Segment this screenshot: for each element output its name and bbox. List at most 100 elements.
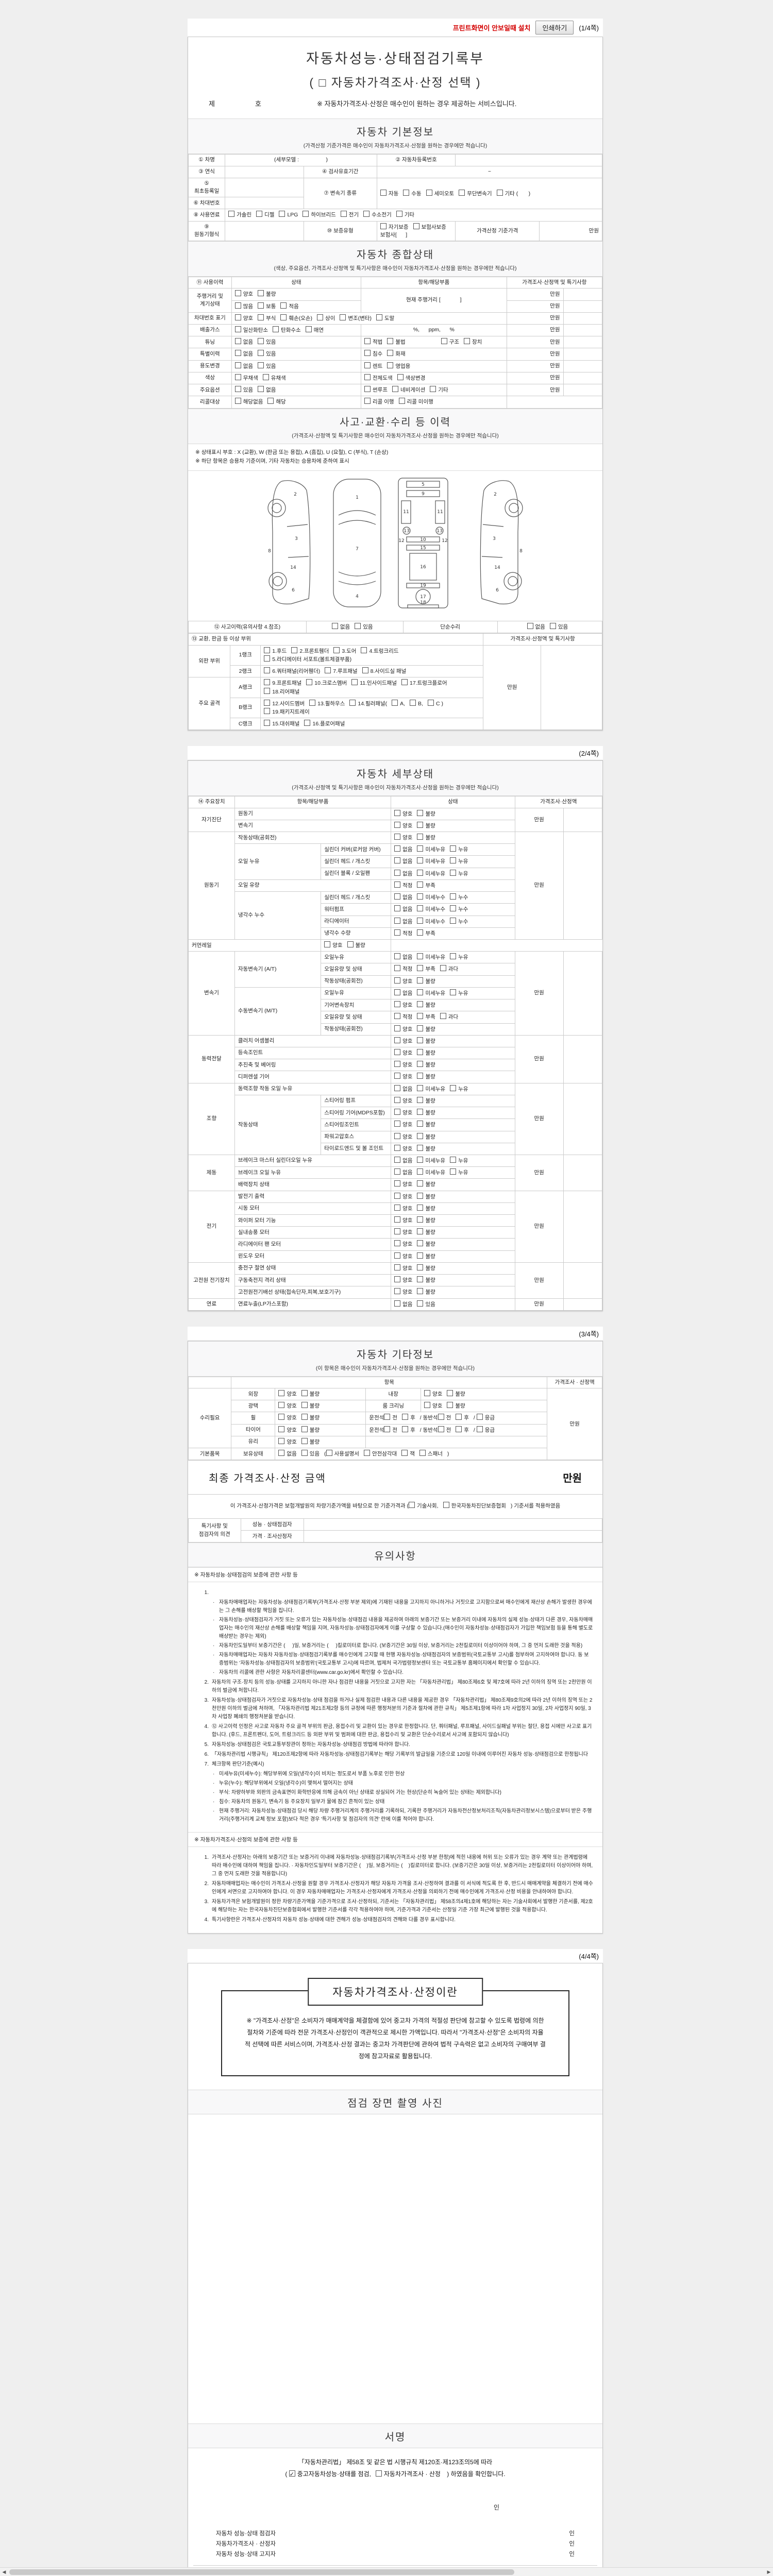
checkbox-label: 적정 bbox=[402, 882, 413, 889]
notice-item: 4. ⑫ 사고이력 인정은 사고로 자동차 주요 골격 부위의 판금, 용접수리 … bbox=[197, 1723, 593, 1739]
notice-item-text: 가격조사·산정자는 아래의 보증기간 또는 보증거리 이내에 자동차성능·상태점… bbox=[212, 1855, 593, 1877]
label-cell: ⑭ 주요장치 bbox=[188, 796, 235, 808]
checkbox-label: 보통 bbox=[266, 303, 276, 310]
checkbox-option: 중고자동차성능·상태를 점검, bbox=[289, 2468, 371, 2480]
label-cell: 외판 부위 bbox=[188, 645, 231, 678]
final-price-row: 최종 가격조사·산정 금액 만원 bbox=[188, 1460, 602, 1495]
checkbox-option: 불량 bbox=[301, 1437, 320, 1446]
checkbox-label: 적법 bbox=[373, 339, 383, 346]
diagram-part-number: 13 bbox=[436, 529, 442, 534]
section-title: 점검 장면 촬영 사진 bbox=[347, 2098, 443, 2110]
checkbox-label: 양호 bbox=[402, 1133, 413, 1140]
value-cell bbox=[563, 360, 603, 372]
checkbox-option: 해당없음 bbox=[234, 398, 263, 406]
print-install-link[interactable]: 프린트화면이 안보일때 설치 bbox=[452, 24, 531, 32]
checkbox-icon bbox=[450, 1168, 457, 1175]
page-3: 자동차 기타정보 (이 항목은 매수인이 자동차가격조사·산정을 원하는 경우에… bbox=[188, 1340, 603, 1934]
text: / bbox=[473, 1427, 477, 1433]
checkbox-label: 누유 bbox=[458, 858, 468, 865]
checkbox-label: 가솔린 bbox=[237, 212, 252, 218]
value-cell: 양호 불량 bbox=[391, 807, 515, 820]
table-row: B랭크 12.사이드멤버 13.휠하우스 14.필러패널(A, B, C ) 19.패키지트… bbox=[189, 697, 602, 719]
checkbox-option: 불법 bbox=[387, 338, 406, 346]
value-cell bbox=[506, 396, 603, 409]
checkbox-label: 기술사회, bbox=[417, 1503, 439, 1510]
section-title: 자동차 기본정보 bbox=[356, 127, 434, 138]
print-button[interactable]: 인쇄하기 bbox=[535, 21, 574, 35]
table-row: 기어변속장치 양호 불량 bbox=[189, 999, 602, 1012]
checkbox-icon bbox=[394, 1025, 401, 1031]
checkbox-icon bbox=[424, 1402, 431, 1409]
checkbox-label: 양호 bbox=[402, 1193, 413, 1200]
checkbox-label: 불량 bbox=[266, 291, 276, 298]
value-cell bbox=[563, 1035, 603, 1083]
checkbox-icon bbox=[394, 834, 401, 840]
inspector-opinion-table: 특기사항 및 점검자의 의견 성능 · 상태점검자 가격 · 조사산정자 bbox=[188, 1518, 603, 1543]
checkbox-icon bbox=[496, 189, 503, 196]
status-code-note-2: ※ 하단 항목은 승용차 기준이며, 기타 자동차는 승용차에 준하여 표시 bbox=[195, 458, 349, 465]
value-cell: 썬루프 네비게이션 기타 bbox=[361, 384, 507, 397]
checkbox-label: 있음 bbox=[309, 1451, 320, 1458]
checkbox-option: 양호 bbox=[394, 1252, 412, 1261]
checkbox-option: 없음 bbox=[394, 1300, 412, 1309]
checkbox-label: 과다 bbox=[448, 1014, 459, 1021]
scroll-right-icon[interactable]: ▶ bbox=[767, 2569, 771, 2574]
checkbox-icon bbox=[301, 1426, 308, 1432]
value-cell: 적정 부족 bbox=[391, 927, 515, 940]
checkbox-option: 후 bbox=[402, 1426, 415, 1434]
checkbox-icon bbox=[362, 667, 368, 674]
checkbox-label: 부족 bbox=[425, 882, 435, 889]
checkbox-label: 상이 bbox=[325, 315, 335, 321]
checkbox-icon bbox=[409, 1502, 415, 1509]
table-row: 동력전달 클러치 어셈블리 양호 불량 만원 bbox=[188, 1035, 603, 1083]
checkbox-icon bbox=[417, 953, 424, 960]
checkbox-option: 없음 bbox=[258, 386, 276, 394]
scroll-left-icon[interactable]: ◀ bbox=[2, 2569, 6, 2574]
checkbox-option: 5.라디에이터 서포트(볼트체결부품) bbox=[264, 655, 351, 664]
checkbox-label: 2.프론트휀더 bbox=[299, 648, 329, 654]
checkbox-icon bbox=[394, 1121, 401, 1127]
checkbox-label: 미세누유 bbox=[425, 846, 446, 853]
notice-item-number: 7. bbox=[204, 1761, 209, 1768]
scrollbar-thumb[interactable] bbox=[9, 2569, 514, 2575]
checkbox-option: 누유 bbox=[450, 989, 468, 997]
checkbox-option: 불량 bbox=[417, 1144, 435, 1153]
checkbox-icon bbox=[396, 211, 402, 217]
checkbox-icon bbox=[417, 905, 424, 912]
notice-item: 3. 자동차성능·상태점검자가 거짓으로 자동차성능·상태 점검을 하거나 실제 … bbox=[197, 1697, 593, 1721]
checkbox-icon bbox=[394, 929, 401, 936]
checkbox-label: 9.프론트패널 bbox=[272, 680, 302, 687]
label-cell: 배출가스 bbox=[188, 324, 232, 337]
value-cell bbox=[225, 166, 304, 178]
value-cell: 양호 불량 bbox=[391, 1142, 515, 1155]
checkbox-option: 구조 bbox=[441, 338, 459, 346]
checkbox-option: 안전삼각대 bbox=[363, 1450, 397, 1458]
section-etc-info: 자동차 기타정보 (이 항목은 매수인이 자동차가격조사·산정을 원하는 경우에… bbox=[188, 1341, 602, 1377]
checkbox-label: 과다 bbox=[448, 966, 459, 973]
signer-row: 자동차가격조사 · 산정자 인 bbox=[216, 2539, 575, 2548]
checkbox-icon bbox=[417, 1216, 424, 1223]
checkbox-icon bbox=[417, 1156, 424, 1163]
price-unit-cell: 만원 bbox=[506, 371, 564, 385]
bullet-icon: · bbox=[213, 1799, 215, 1805]
checkbox-option: 부족 bbox=[417, 1013, 435, 1021]
table-row: 제동 브레이크 마스터 실린더오일 누유 없음 미세누유 누유 만원 bbox=[188, 1154, 603, 1191]
checkbox-label: 16.플로어패널 bbox=[312, 721, 345, 727]
checkbox-icon bbox=[264, 687, 271, 694]
value-cell: 기어변속장치 bbox=[321, 999, 392, 1012]
checkbox-icon bbox=[234, 326, 241, 332]
label-cell: 리콜대상 bbox=[188, 396, 232, 409]
notice-subitem: · 미세누유(미세누수): 해당부위에 오일(냉각수)이 비치는 정도로서 부품 … bbox=[213, 1770, 593, 1778]
table-row: 실린더 블록 / 오일팬 없음 미세누유 누유 bbox=[189, 867, 602, 880]
checkbox-icon bbox=[417, 1121, 424, 1127]
checkbox-label: 미세누유 bbox=[425, 1170, 446, 1176]
value-cell: 12.사이드멤버 13.휠하우스 14.필러패널(A, B, C ) 19.패키지트레이 bbox=[260, 697, 484, 719]
notice-subitem: · 침수: 자동차의 원동기, 변속기 등 주요장치 일부가 물에 잠긴 흔적이 … bbox=[213, 1798, 593, 1806]
checkbox-option: 불량 bbox=[417, 1025, 435, 1033]
checkbox-icon bbox=[450, 845, 457, 852]
panel-rank-table: ⑬ 교환, 판금 등 이상 부위 가격조사·산정액 및 특기사항 외판 부위 1랭크 1… bbox=[188, 633, 602, 731]
inspector-opinion-table-grid: 특기사항 및 점검자의 의견 성능 · 상태점검자 가격 · 조사산정자 bbox=[188, 1518, 603, 1543]
value-cell: 브레이크 오일 누유 bbox=[234, 1166, 392, 1179]
horizontal-scrollbar[interactable]: ◀ ▶ bbox=[0, 2567, 773, 2576]
checkbox-label: 누유 bbox=[458, 870, 468, 877]
